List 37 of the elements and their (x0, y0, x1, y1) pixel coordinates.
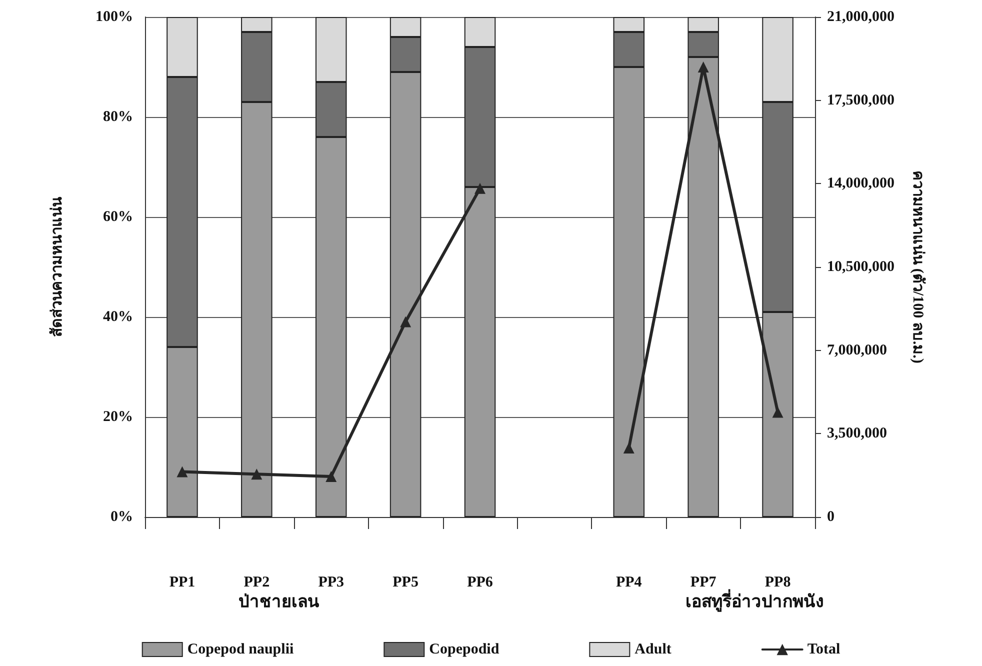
text: ป่าชายเลน (238, 592, 320, 611)
legend-label: Total (807, 642, 840, 658)
y-tick-label: 80% (103, 109, 133, 125)
point (698, 62, 709, 72)
y2-tick-label: 14,000,000 (827, 176, 894, 192)
y-tick-label: 20% (103, 409, 133, 425)
y2-tick-label: 0 (827, 509, 834, 525)
legend-label: Adult (634, 642, 672, 658)
y-tick-label: 40% (103, 309, 133, 325)
point (251, 468, 262, 480)
x-tick-label: PP1 (169, 574, 196, 590)
y2-tick-label: 3,500,000 (827, 426, 887, 442)
x-tick-label: PP2 (244, 574, 270, 590)
x-tick-label: PP8 (764, 574, 791, 590)
x-tick-label: PP5 (392, 574, 418, 590)
y2-tick-label: 7,000,000 (827, 342, 887, 358)
point (326, 471, 337, 482)
y-axis-title: สัดส่วนความหนาแน่น (48, 196, 66, 337)
text: เอสทูรี่อ่าวปากพนัง (685, 589, 824, 613)
point (623, 442, 634, 454)
y-tick-label: 100% (96, 9, 133, 25)
point (474, 182, 486, 194)
y2-tick-label: 10,500,000 (827, 259, 894, 275)
legend-label: Copepodid (429, 642, 500, 658)
y2-axis-title: ความหนาแน่น (ตัว/100 ลบ.ม.) (910, 170, 926, 364)
point (176, 466, 188, 478)
point (772, 406, 784, 418)
y2-tick-label: 21,000,000 (827, 9, 894, 25)
y-tick-label: 60% (103, 209, 133, 225)
x-tick-label: PP6 (467, 574, 494, 590)
x-tick-label: PP7 (690, 574, 717, 590)
legend-label: Copepod nauplii (187, 642, 294, 658)
x-tick-label: PP3 (318, 574, 344, 590)
y2-tick-label: 17,500,000 (827, 92, 894, 108)
point (400, 316, 412, 328)
x-tick-label: PP4 (616, 574, 642, 590)
y-tick-label: 0% (110, 509, 133, 525)
